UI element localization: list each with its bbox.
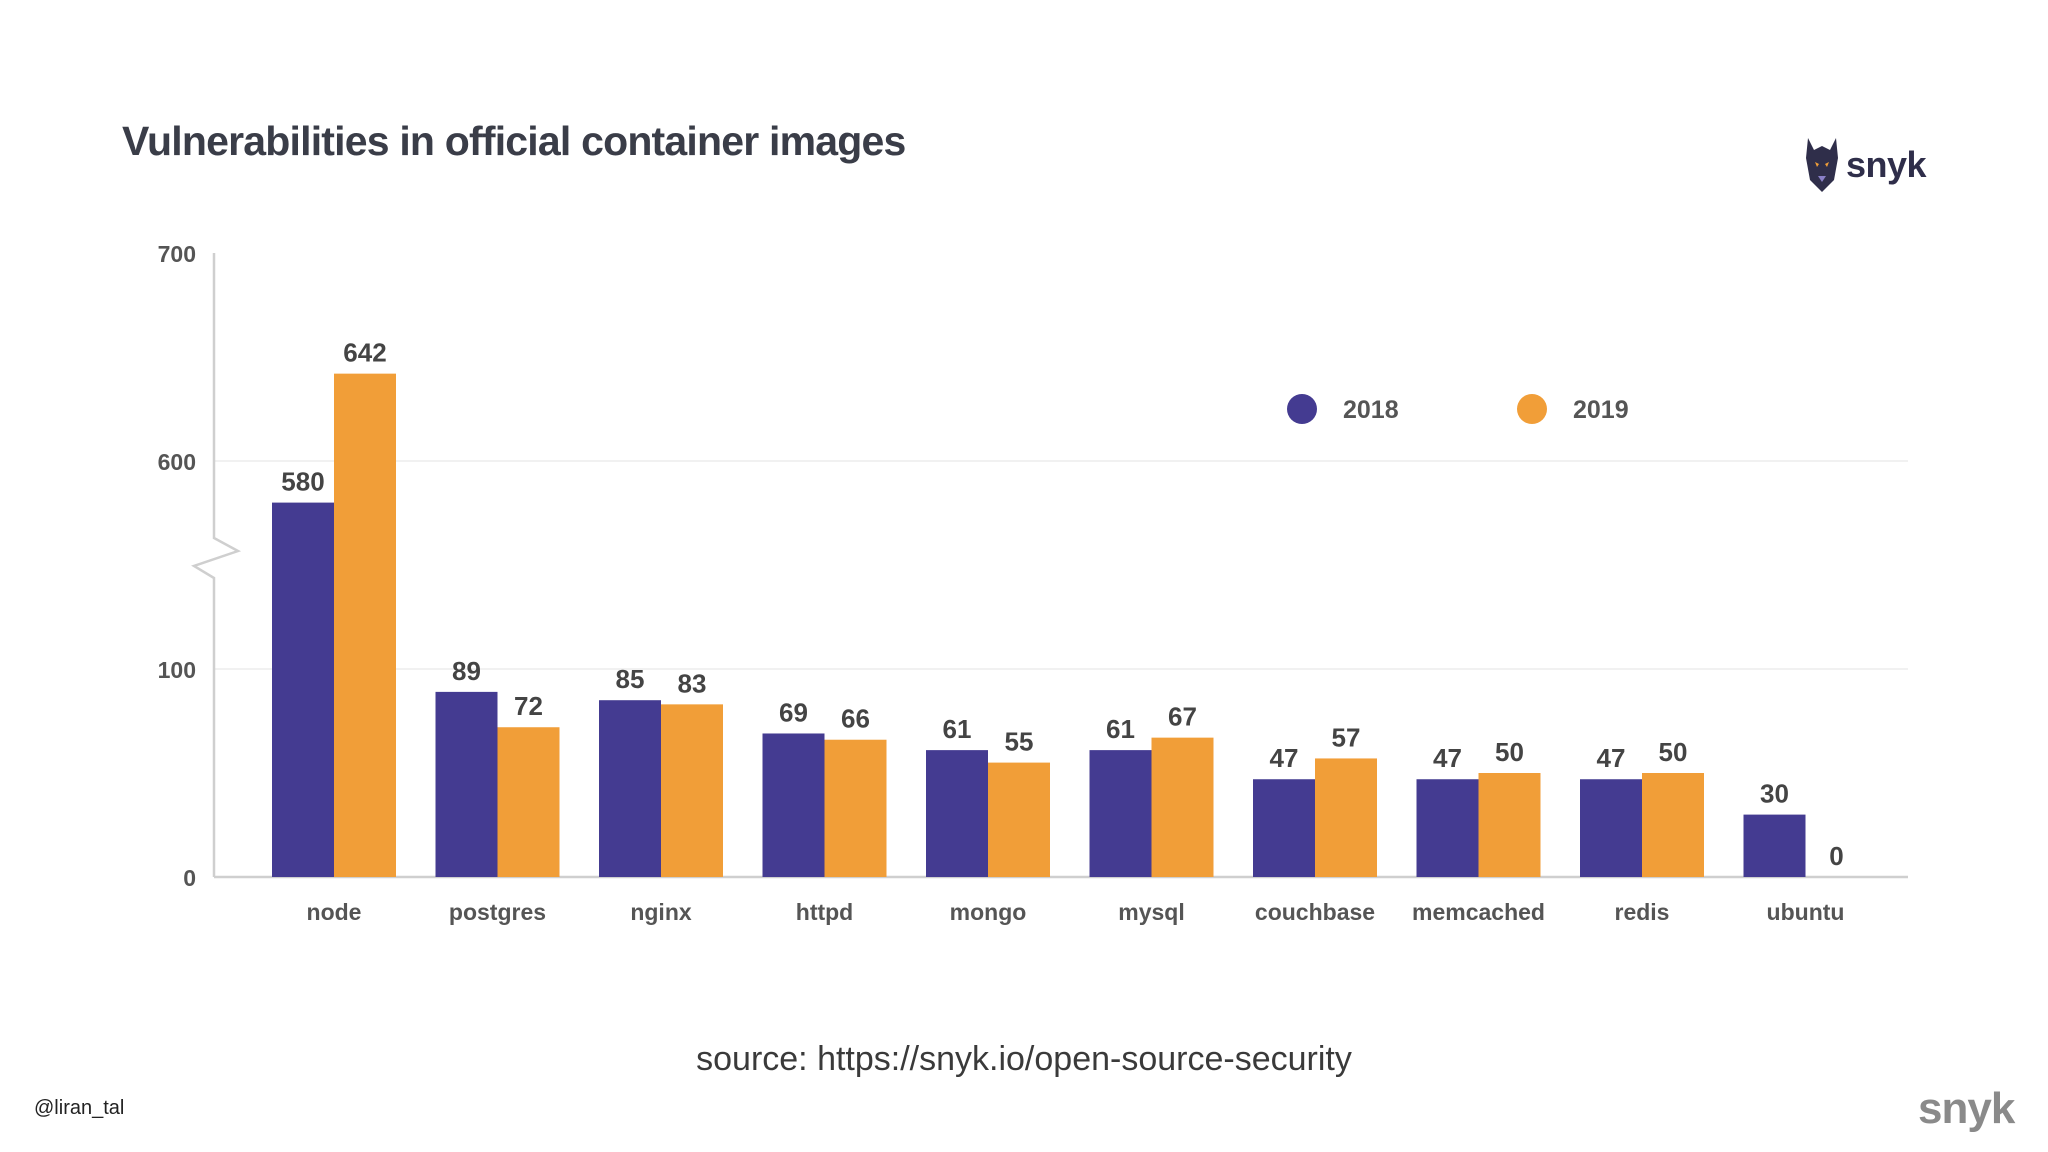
bar-2018-redis bbox=[1580, 779, 1642, 877]
bar-2019-httpd bbox=[824, 739, 887, 877]
x-tick-label-httpd: httpd bbox=[796, 899, 853, 925]
doberman-dog-icon bbox=[1806, 138, 1838, 192]
bar-2019-nginx bbox=[661, 704, 723, 877]
bar-2019-memcached bbox=[1478, 773, 1541, 877]
legend-label-2019: 2019 bbox=[1573, 396, 1629, 424]
x-tick-label-postgres: postgres bbox=[449, 899, 546, 925]
y-tick-label-700: 700 bbox=[158, 241, 196, 267]
bar-2019-redis bbox=[1642, 773, 1704, 877]
value-label-2018-nginx: 85 bbox=[616, 664, 645, 694]
value-label-2018-postgres: 89 bbox=[452, 656, 481, 686]
value-label-2018-ubuntu: 30 bbox=[1760, 779, 1789, 809]
value-label-2018-memcached: 47 bbox=[1433, 743, 1462, 773]
author-handle: @liran_tal bbox=[34, 1097, 125, 1119]
source-text: source: https://snyk.io/open-source-secu… bbox=[696, 1040, 1352, 1078]
bar-2019-mongo bbox=[988, 762, 1050, 877]
x-tick-label-node: node bbox=[307, 899, 362, 925]
bar-2018-nginx bbox=[599, 700, 661, 877]
value-label-2019-ubuntu: 0 bbox=[1829, 841, 1843, 871]
chart-title: Vulnerabilities in official container im… bbox=[122, 118, 906, 164]
legend-label-2018: 2018 bbox=[1343, 396, 1399, 424]
value-label-2018-mongo: 61 bbox=[943, 714, 972, 744]
bar-2018-mongo bbox=[926, 750, 988, 877]
brand-logo-text: snyk bbox=[1846, 144, 1927, 185]
bar-2018-httpd bbox=[762, 733, 825, 877]
bar-2019-node bbox=[334, 373, 396, 877]
brand-logo: snyk bbox=[1804, 136, 1927, 194]
value-label-2019-redis: 50 bbox=[1659, 737, 1688, 767]
y-tick-label-0: 0 bbox=[183, 865, 196, 891]
bar-2018-node bbox=[272, 502, 334, 877]
bar-chart: 0 100 600 700 580 642 node 89 72 postgres 85 83 ngin… bbox=[158, 241, 1908, 925]
x-tick-label-memcached: memcached bbox=[1412, 899, 1545, 925]
value-label-2019-httpd: 66 bbox=[841, 704, 870, 734]
value-label-2019-postgres: 72 bbox=[514, 691, 543, 721]
x-tick-label-mongo: mongo bbox=[950, 899, 1027, 925]
value-label-2018-couchbase: 47 bbox=[1270, 743, 1299, 773]
footer-logo: snyk bbox=[1918, 1084, 2015, 1133]
value-label-2019-couchbase: 57 bbox=[1332, 722, 1361, 752]
y-tick-label-100: 100 bbox=[158, 657, 196, 683]
value-label-2018-node: 580 bbox=[281, 467, 324, 497]
bar-2018-postgres bbox=[435, 691, 498, 877]
value-label-2019-memcached: 50 bbox=[1495, 737, 1524, 767]
x-tick-label-ubuntu: ubuntu bbox=[1767, 899, 1845, 925]
value-label-2019-node: 642 bbox=[343, 338, 386, 368]
value-label-2018-mysql: 61 bbox=[1106, 714, 1135, 744]
value-label-2019-mongo: 55 bbox=[1005, 727, 1034, 757]
value-label-2019-nginx: 83 bbox=[678, 668, 707, 698]
x-tick-label-mysql: mysql bbox=[1118, 899, 1184, 925]
bar-2018-couchbase bbox=[1253, 779, 1315, 877]
y-axis bbox=[191, 253, 242, 877]
value-label-2019-mysql: 67 bbox=[1168, 702, 1197, 732]
bar-2018-mysql bbox=[1089, 750, 1152, 877]
y-tick-label-600: 600 bbox=[158, 449, 196, 475]
bar-2019-postgres bbox=[497, 727, 560, 877]
x-tick-label-redis: redis bbox=[1615, 899, 1670, 925]
value-label-2018-redis: 47 bbox=[1597, 743, 1626, 773]
bar-2019-couchbase bbox=[1315, 758, 1377, 877]
bar-2018-memcached bbox=[1416, 779, 1479, 877]
x-tick-label-couchbase: couchbase bbox=[1255, 899, 1375, 925]
bar-2019-mysql bbox=[1151, 737, 1214, 877]
value-label-2018-httpd: 69 bbox=[779, 697, 808, 727]
legend-marker-2019 bbox=[1517, 394, 1547, 424]
legend-marker-2018 bbox=[1287, 394, 1317, 424]
bar-2018-ubuntu bbox=[1743, 814, 1806, 877]
x-tick-label-nginx: nginx bbox=[630, 899, 692, 925]
